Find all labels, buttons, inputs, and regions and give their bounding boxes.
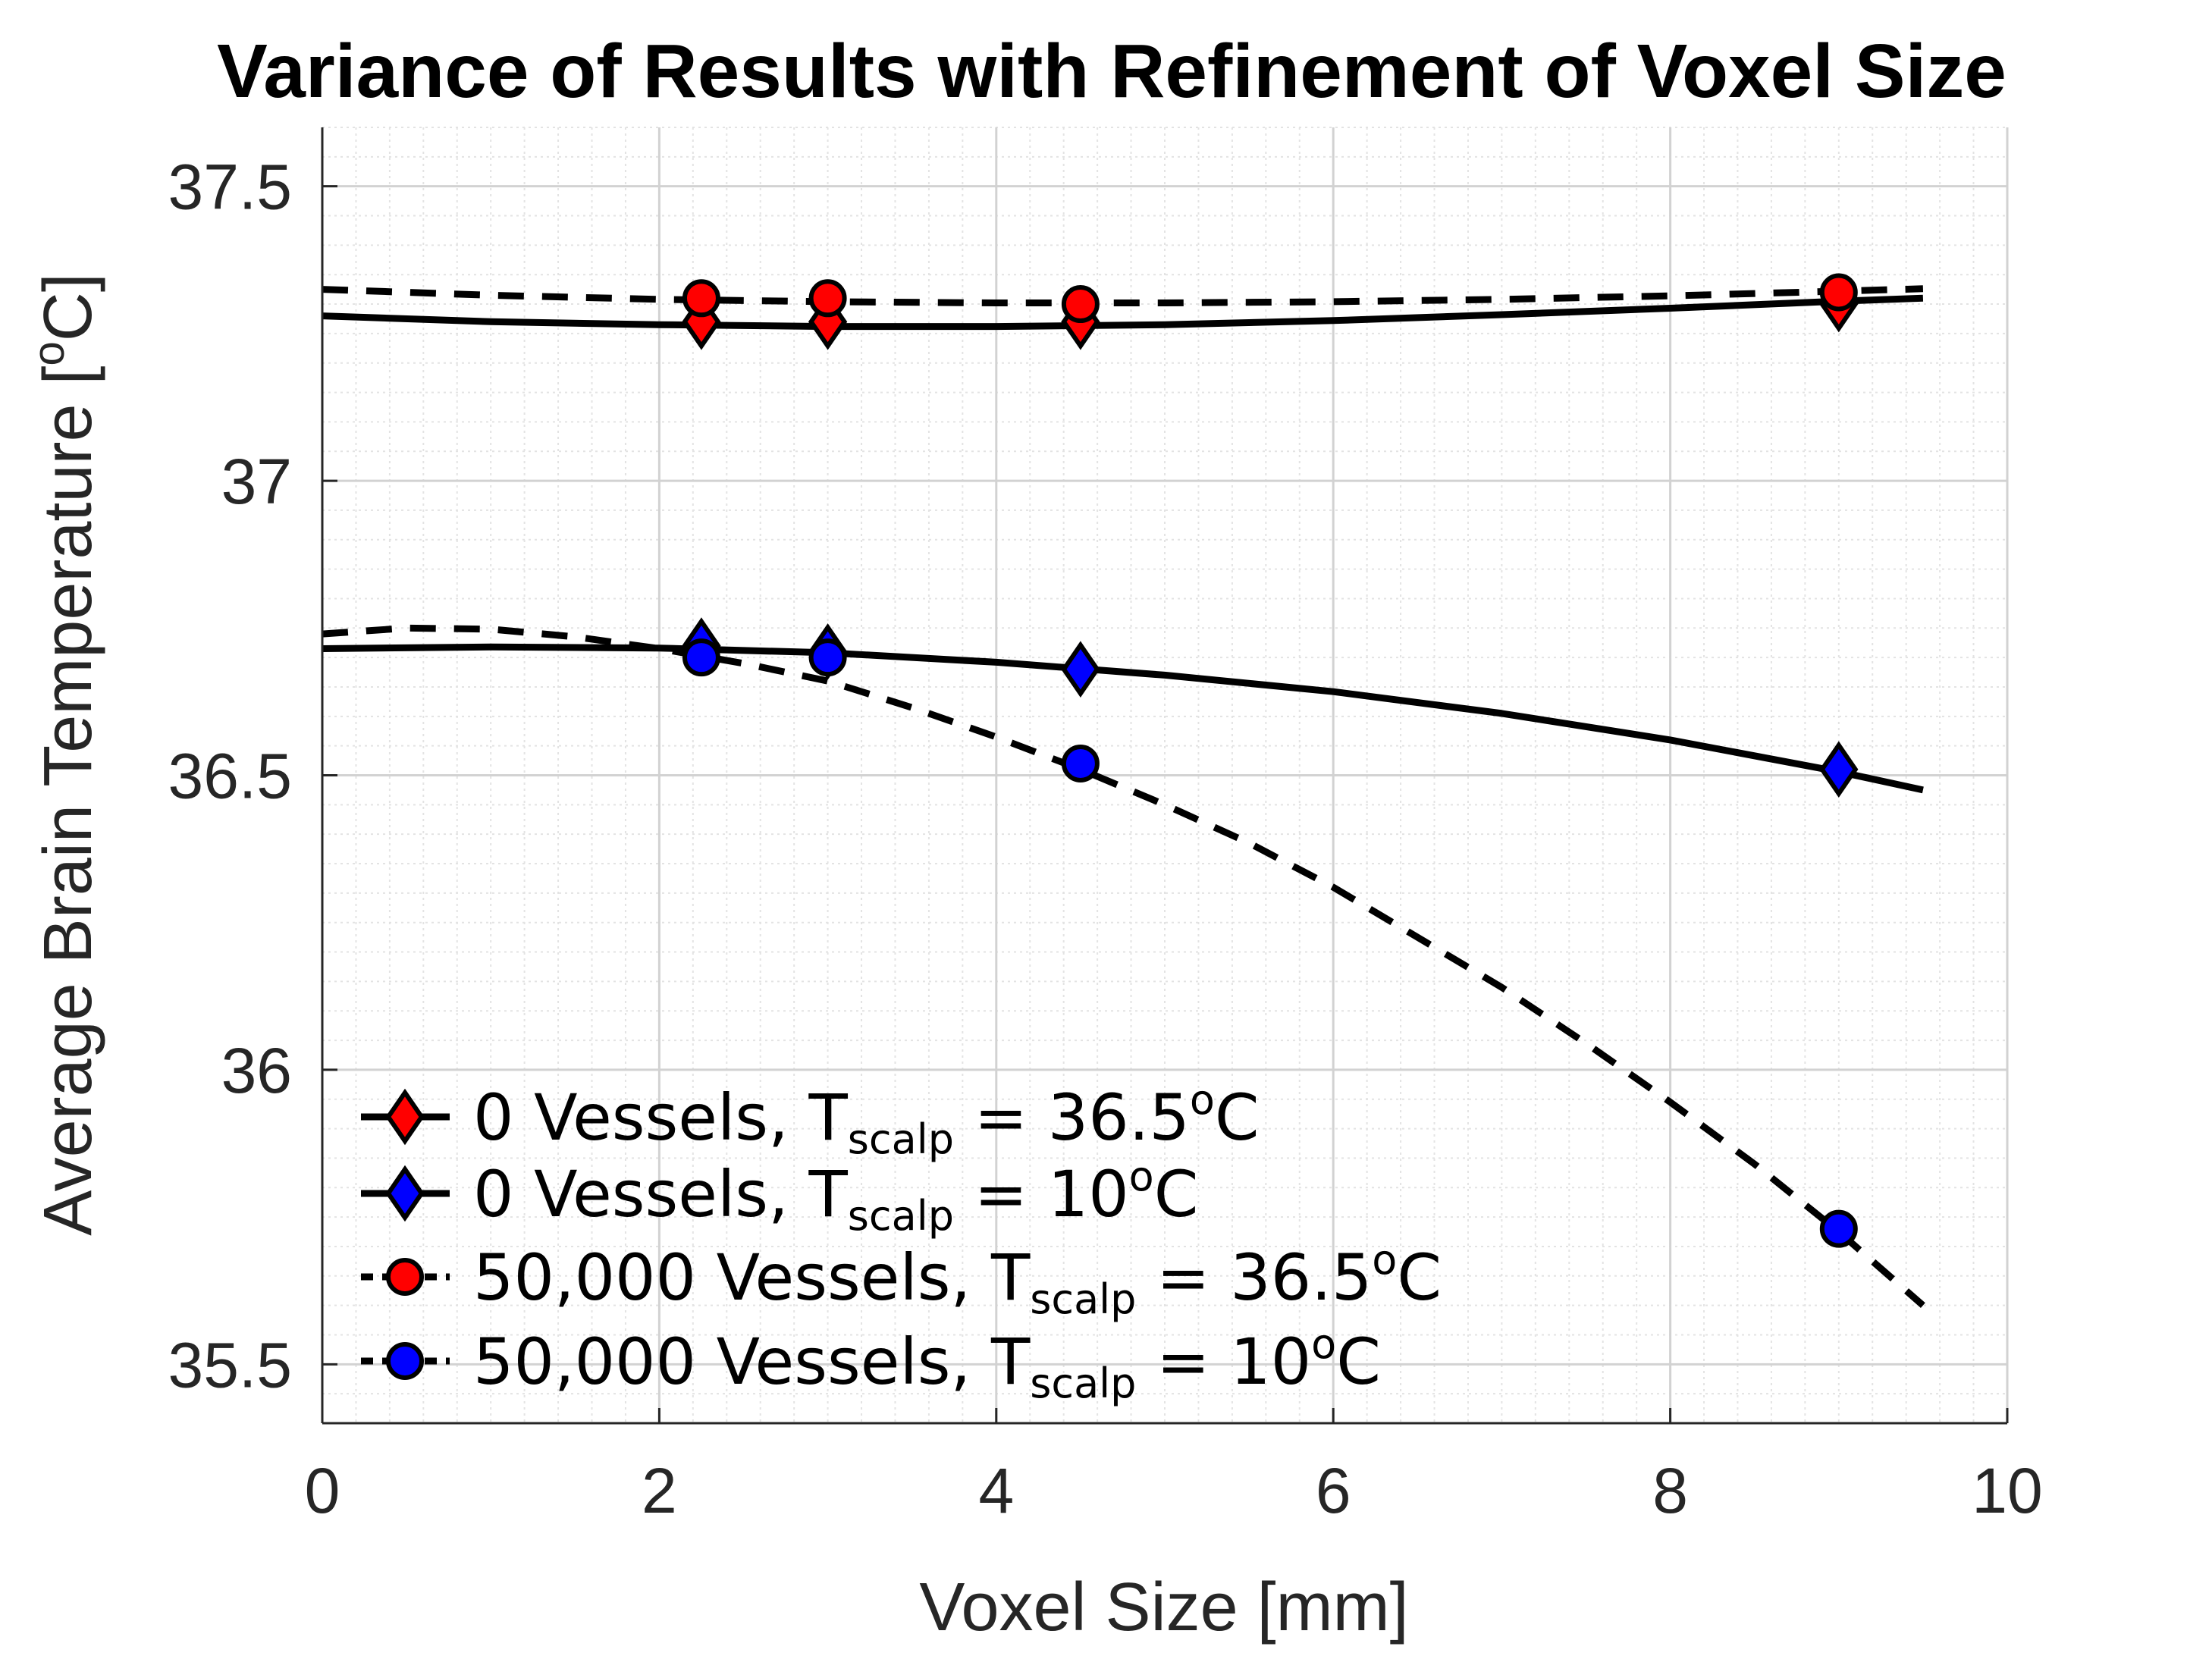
x-tick-label: 0 <box>305 1455 340 1526</box>
legend-label-2-part-3: = 10 <box>954 1157 1129 1231</box>
series-4-point <box>682 638 720 677</box>
x-tick-label: 6 <box>1316 1455 1351 1526</box>
legend-marker-1 <box>385 1088 425 1146</box>
legend-label-4-part-5: C <box>1336 1325 1381 1399</box>
legend-label-1-part-5: C <box>1215 1080 1260 1155</box>
legend-label-4: 50,000 Vessels, Tscalp = 10oC <box>473 1320 1381 1407</box>
series-4-point <box>1061 744 1100 782</box>
legend-label-2: 0 Vessels, Tscalp = 10oC <box>473 1153 1198 1240</box>
fit-line-1 <box>322 294 1924 331</box>
series-2-point <box>1061 641 1100 698</box>
legend-marker-4 <box>386 1342 424 1380</box>
x-tick-label: 8 <box>1652 1455 1688 1526</box>
fit-line-3 <box>322 285 1924 306</box>
x-tick-label: 2 <box>642 1455 677 1526</box>
y-tick-label: 36 <box>221 1035 292 1106</box>
legend-label-3: 50,000 Vessels, Tscalp = 36.5oC <box>473 1236 1442 1323</box>
legend-label-2-part-2: scalp <box>848 1192 954 1240</box>
fit-line-4 <box>322 624 1925 1308</box>
y-tick-label: 35.5 <box>168 1329 293 1400</box>
legend-marker-3 <box>386 1258 424 1296</box>
legend-label-4-part-3: = 10 <box>1136 1325 1311 1399</box>
legend-label-1-part-1: 0 Vessels, T <box>473 1080 848 1155</box>
legend-marker-2 <box>385 1165 425 1222</box>
legend-label-1-part-2: scalp <box>848 1115 954 1163</box>
legend-label-1-part-3: = 36.5 <box>954 1080 1190 1155</box>
x-axis-label: Voxel Size [mm] <box>919 1570 1408 1645</box>
series-3-point <box>682 279 720 318</box>
legend-label-3-part-5: C <box>1397 1240 1442 1315</box>
y-axis-label-end: C] <box>30 273 106 341</box>
legend-label-4-part-1: 50,000 Vessels, T <box>473 1325 1031 1399</box>
y-tick-label: 36.5 <box>168 741 293 812</box>
y-tick-labels: 35.5 36 36.5 37 37.5 <box>168 152 293 1401</box>
legend-label-2-part-4: o <box>1129 1153 1154 1200</box>
legend-label-2-part-5: C <box>1154 1157 1199 1231</box>
legend-label-1: 0 Vessels, Tscalp = 36.5oC <box>473 1076 1260 1163</box>
y-axis-label-text: Average Brain Temperature [ <box>30 365 106 1235</box>
fit-line-2 <box>322 643 1924 794</box>
legend-label-3-part-2: scalp <box>1030 1275 1136 1323</box>
legend-label-1-part-4: o <box>1190 1076 1215 1124</box>
y-tick-label: 37.5 <box>168 152 293 223</box>
x-tick-labels: 0 2 4 6 8 10 <box>305 1455 2043 1526</box>
legend-label-3-part-1: 50,000 Vessels, T <box>473 1240 1031 1315</box>
axis-lines <box>321 127 2009 1425</box>
data-markers <box>682 273 1859 1248</box>
legend-label-4-part-4: o <box>1311 1320 1336 1368</box>
legend-label-4-part-2: scalp <box>1030 1360 1136 1407</box>
chart-title: Variance of Results with Refinement of V… <box>217 29 2006 114</box>
y-axis-label: Average Brain Temperature [oC] <box>24 273 106 1236</box>
x-tick-label: 10 <box>1972 1455 2042 1526</box>
y-axis-label-sup: o <box>24 341 74 365</box>
y-tick-label: 37 <box>221 446 292 517</box>
series-2-point <box>1819 741 1859 798</box>
series-3-point <box>1061 285 1100 324</box>
series-4-point <box>1819 1209 1858 1248</box>
series-4-point <box>808 638 847 677</box>
series-3-point <box>1819 273 1858 312</box>
series-3-point <box>808 279 847 318</box>
x-tick-label: 4 <box>978 1455 1014 1526</box>
fit-lines <box>322 285 1925 1308</box>
legend-label-3-part-3: = 36.5 <box>1136 1240 1372 1315</box>
legend-label-3-part-4: o <box>1372 1236 1397 1284</box>
legend-label-2-part-1: 0 Vessels, T <box>473 1157 848 1231</box>
